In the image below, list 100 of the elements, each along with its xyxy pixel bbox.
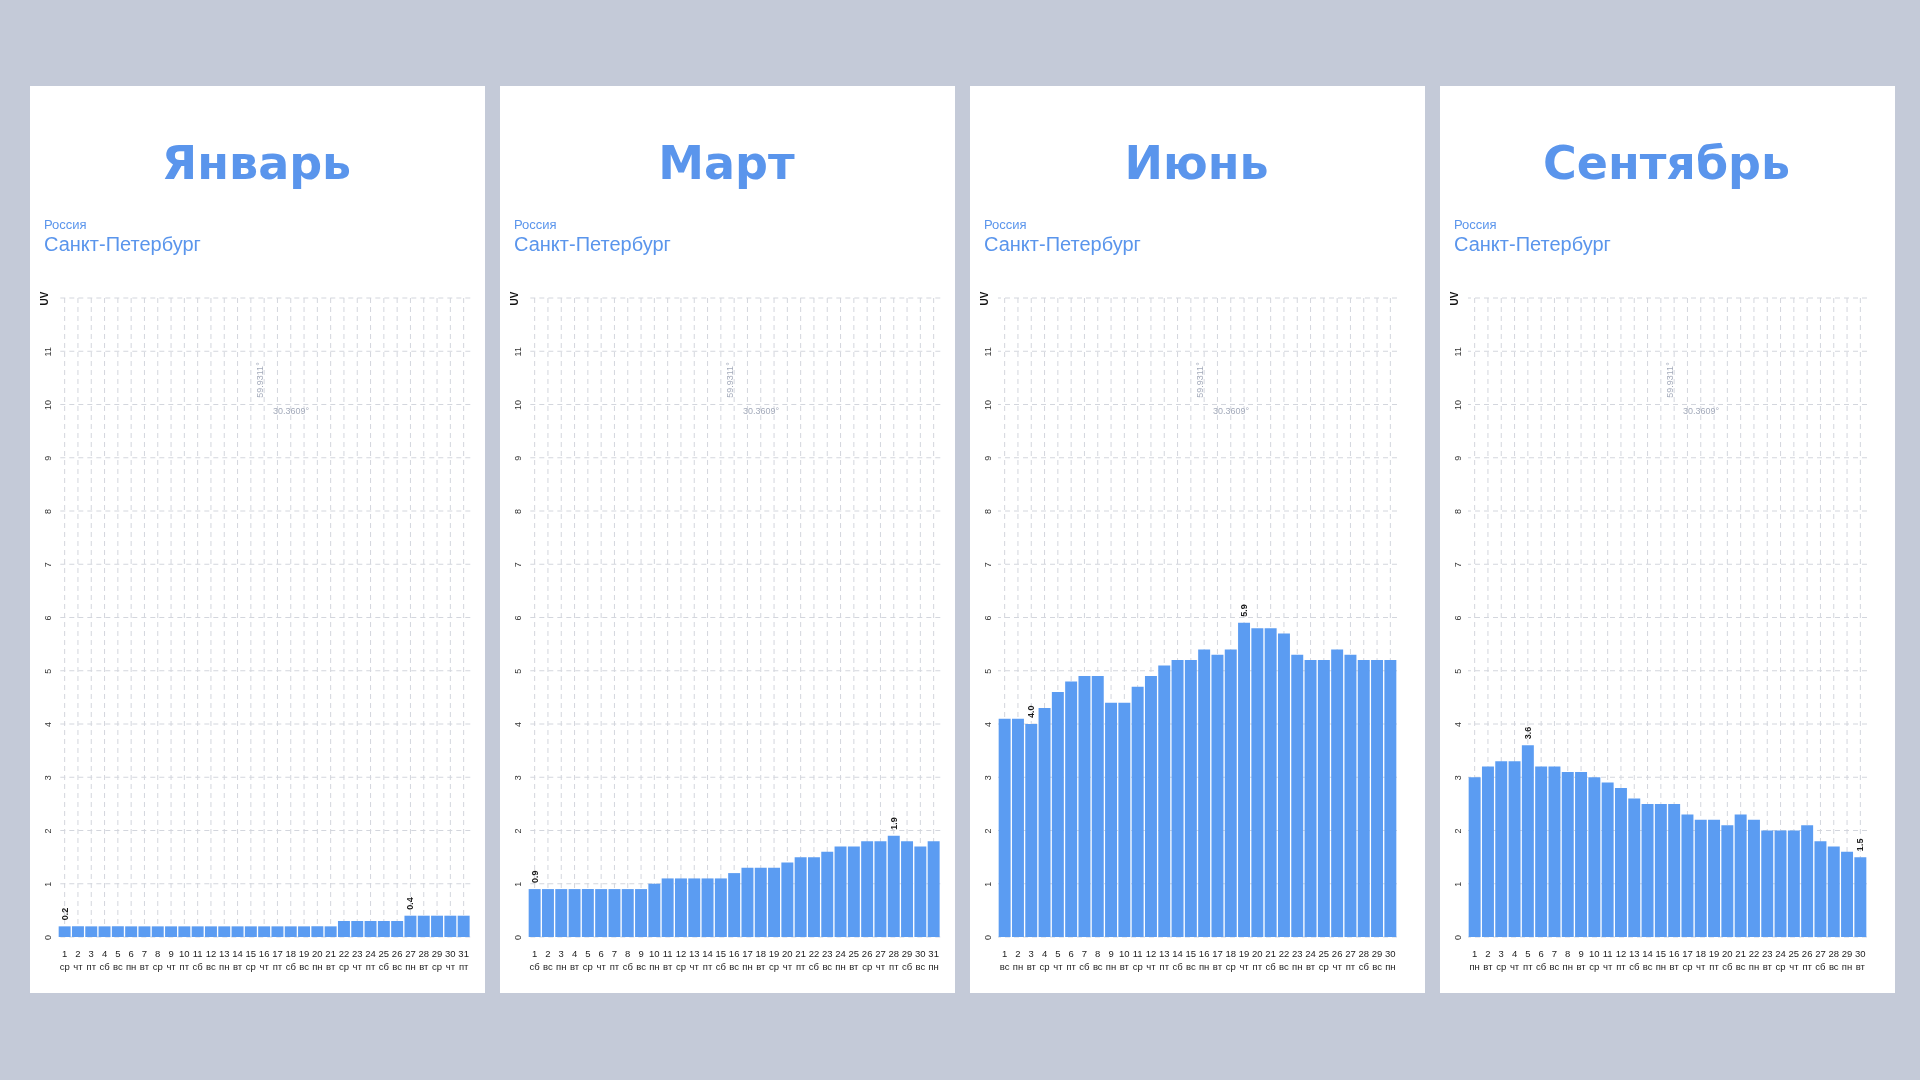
bar bbox=[927, 841, 940, 937]
x-tick-label: 27 чт bbox=[875, 947, 886, 972]
annotation: 3.6 bbox=[1522, 726, 1533, 740]
x-tick-label: 5 ср bbox=[582, 947, 593, 972]
x-tick-label: 9 пн bbox=[1105, 947, 1117, 972]
x-tick-label: 31 пт bbox=[458, 947, 470, 972]
y-axis-title: UV bbox=[508, 291, 520, 306]
y-tick-label: 4 bbox=[512, 721, 523, 728]
x-tick-label: 20 пт bbox=[1252, 947, 1263, 972]
x-tick-label: 1 пн bbox=[1469, 947, 1480, 972]
x-tick-label: 5 вс bbox=[113, 947, 123, 972]
x-tick-label: 9 вс bbox=[636, 947, 647, 972]
x-tick-label: 18 ср bbox=[1225, 947, 1237, 972]
x-tick-label: 29 вс bbox=[1371, 947, 1383, 972]
chart-title: Июнь bbox=[1124, 136, 1269, 190]
x-tick-label: 30 вт bbox=[1855, 947, 1866, 972]
x-tick-label: 27 пн bbox=[405, 947, 416, 972]
y-tick-label: 9 bbox=[512, 455, 523, 461]
x-tick-label: 23 вс bbox=[821, 947, 833, 972]
x-tick-label: 13 пн bbox=[218, 947, 230, 972]
annotation: 59.9311° bbox=[255, 361, 265, 398]
annotation: 30.3609° bbox=[1212, 406, 1250, 416]
y-tick-label: 2 bbox=[1452, 828, 1463, 834]
y-tick-label: 9 bbox=[1452, 455, 1463, 461]
x-tick-label: 18 сб bbox=[285, 947, 297, 972]
x-tick-label: 22 пн bbox=[1748, 947, 1760, 972]
x-tick-label: 2 вс bbox=[543, 947, 554, 972]
x-tick-label: 23 вт bbox=[1761, 947, 1773, 972]
x-tick-label: 10 вт bbox=[1119, 947, 1130, 972]
x-tick-label: 12 пт bbox=[1615, 947, 1627, 972]
x-tick-label: 10 пт bbox=[179, 947, 190, 972]
x-tick-label: 6 пн bbox=[125, 947, 137, 972]
y-tick-label: 6 bbox=[42, 615, 53, 621]
y-tick-label: 5 bbox=[512, 668, 523, 674]
x-tick-label: 7 пт bbox=[609, 947, 620, 972]
x-tick-label: 28 пт bbox=[888, 947, 900, 972]
x-tick-label: 21 сб bbox=[1265, 947, 1277, 972]
x-tick-label: 26 пт bbox=[1801, 947, 1813, 972]
x-tick-label: 13 сб bbox=[1628, 947, 1640, 972]
y-tick-label: 6 bbox=[1452, 615, 1463, 621]
y-tick-label: 10 bbox=[512, 399, 523, 411]
x-tick-label: 4 сб bbox=[99, 947, 111, 972]
x-tick-label: 4 вт bbox=[569, 947, 580, 972]
x-tick-label: 24 пт bbox=[365, 947, 376, 972]
x-tick-label: 29 пн bbox=[1841, 947, 1853, 972]
x-tick-label: 11 вт bbox=[662, 947, 673, 972]
y-tick-label: 0 bbox=[982, 934, 993, 941]
x-tick-label: 1 сб bbox=[529, 947, 541, 972]
annotation: 59.9311° bbox=[1665, 361, 1675, 398]
x-tick-label: 30 вс bbox=[915, 947, 926, 972]
x-tick-label: 21 вс bbox=[1735, 947, 1746, 972]
x-tick-label: 12 чт bbox=[1145, 947, 1157, 972]
x-tick-label: 3 ср bbox=[1496, 947, 1507, 972]
x-tick-label: 3 вт bbox=[1026, 947, 1037, 972]
chart-subtitle: Россия Санкт-Петербург bbox=[514, 217, 671, 255]
y-tick-label: 2 bbox=[982, 828, 993, 834]
y-tick-label: 8 bbox=[982, 508, 993, 515]
y-tick-label: 7 bbox=[42, 562, 53, 568]
x-tick-label: 23 чт bbox=[351, 947, 363, 972]
y-axis-title: UV bbox=[978, 291, 990, 306]
annotation: 30.3609° bbox=[272, 406, 310, 416]
y-tick-label: 0 bbox=[42, 934, 53, 941]
y-tick-label: 0 bbox=[512, 934, 523, 941]
y-tick-label: 11 bbox=[512, 347, 523, 357]
y-tick-label: 0 bbox=[1452, 934, 1463, 941]
x-tick-label: 5 чт bbox=[1053, 947, 1064, 972]
x-tick-label: 16 пн bbox=[1198, 947, 1210, 972]
chart-title: Март bbox=[658, 136, 796, 190]
y-tick-label: 11 bbox=[1452, 347, 1463, 357]
y-tick-label: 4 bbox=[1452, 721, 1463, 728]
x-tick-label: 31 пн bbox=[928, 947, 939, 972]
x-tick-label: 3 пн bbox=[556, 947, 567, 972]
x-tick-label: 17 пт bbox=[272, 947, 283, 972]
x-tick-label: 14 вс bbox=[1642, 947, 1653, 972]
x-tick-label: 22 ср bbox=[338, 947, 350, 972]
annotation: 1.5 bbox=[1855, 838, 1866, 852]
x-tick-label: 4 чт bbox=[1509, 947, 1520, 972]
x-tick-label: 26 ср bbox=[861, 947, 873, 972]
x-tick-label: 28 вт bbox=[418, 947, 430, 972]
x-tick-label: 23 пн bbox=[1291, 947, 1303, 972]
x-tick-label: 15 сб bbox=[715, 947, 727, 972]
x-tick-label: 1 вс bbox=[999, 947, 1010, 972]
x-tick-label: 8 ср bbox=[152, 947, 163, 972]
annotation: 0.9 bbox=[529, 870, 540, 884]
y-tick-label: 8 bbox=[42, 508, 53, 515]
annotation: 59.9311° bbox=[725, 361, 735, 398]
y-tick-label: 2 bbox=[42, 828, 53, 834]
annotation: 0.4 bbox=[405, 897, 416, 910]
x-tick-label: 18 чт bbox=[1695, 947, 1707, 972]
y-tick-label: 9 bbox=[982, 455, 993, 461]
x-tick-label: 21 вт bbox=[325, 947, 336, 972]
y-tick-label: 3 bbox=[512, 775, 523, 781]
x-tick-label: 11 ср bbox=[1132, 947, 1143, 972]
x-tick-label: 24 пн bbox=[835, 947, 846, 972]
y-tick-label: 2 bbox=[512, 828, 523, 834]
x-tick-label: 14 пт bbox=[702, 947, 713, 972]
x-tick-label: 7 сб bbox=[1079, 947, 1091, 972]
x-tick-label: 16 вт bbox=[1668, 947, 1680, 972]
x-tick-label: 9 вт bbox=[1576, 947, 1587, 972]
x-tick-label: 4 ср bbox=[1039, 947, 1050, 972]
